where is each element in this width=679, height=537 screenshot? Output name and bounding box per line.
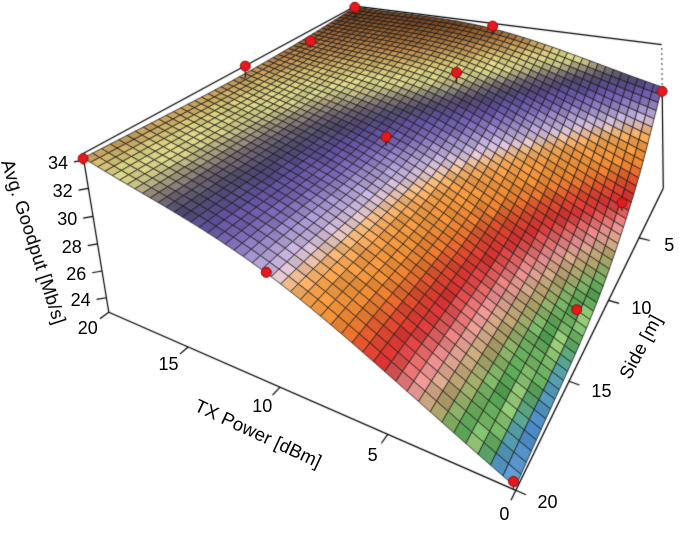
surface-plot-canvas [0,0,679,537]
goodput-surface-figure: Avg. Goodput [Mb/s] TX Power [dBm] Side … [0,0,679,537]
